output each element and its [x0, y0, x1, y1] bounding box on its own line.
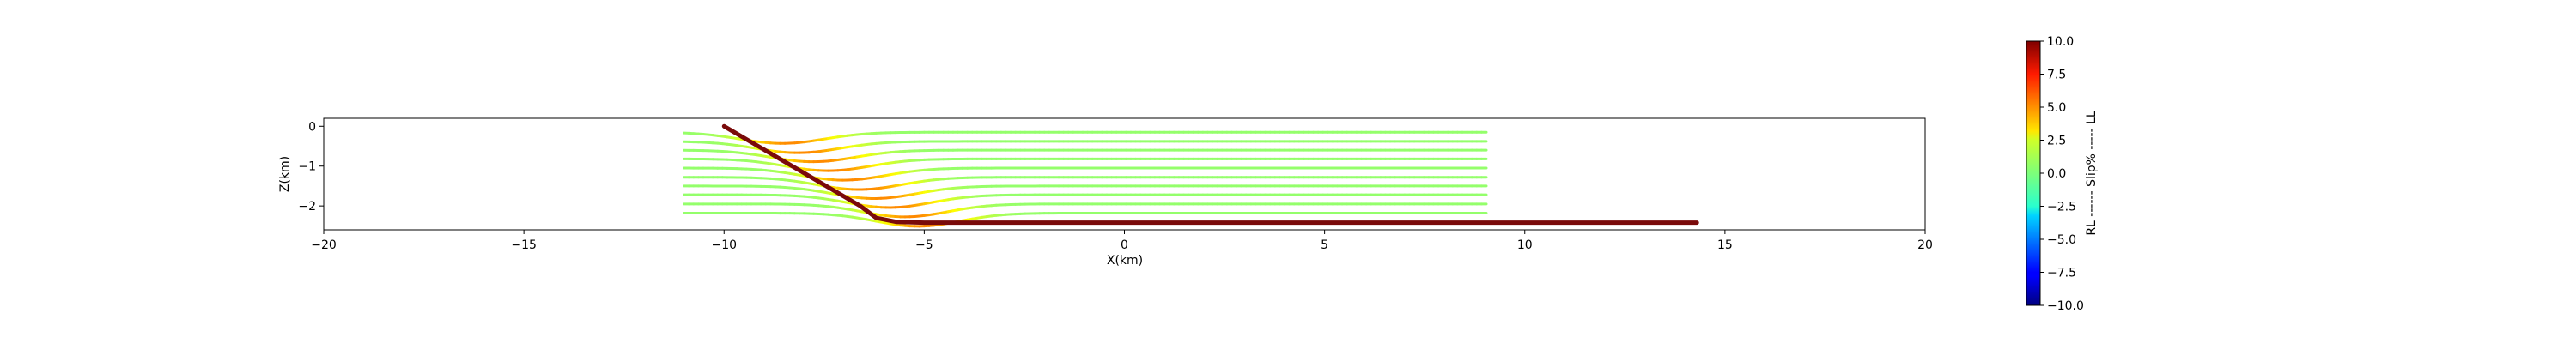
colorbar: 10.0 7.5 5.0 2.5 0.0 −2.5 −5.0 −7.5 −10.0 RL ---…	[2026, 35, 2099, 313]
colorbar-label: RL ------ Slip% ----- LL	[2085, 111, 2099, 236]
x-tick-label: −20	[311, 238, 337, 252]
colorbar-tick-label: 2.5	[2047, 135, 2066, 148]
streamline	[683, 176, 1488, 191]
colorbar-tick-label: 0.0	[2047, 167, 2066, 181]
x-tick-label: 20	[1917, 238, 1933, 252]
colorbar-tick-label: −2.5	[2047, 201, 2076, 214]
streamline	[683, 184, 1488, 200]
colorbar-gradient	[2026, 40, 2041, 306]
streamline	[683, 148, 1488, 164]
x-axis-ticks: −20 −15 −10 −5 0 5 10 15 20	[311, 230, 1933, 252]
slip-streamlines	[683, 130, 1488, 228]
main-plot: −20 −15 −10 −5 0 5 10 15 20 0 −1 −2 X(km) Z(km)	[278, 117, 1933, 268]
colorbar-tick-label: −7.5	[2047, 267, 2076, 280]
streamline	[683, 140, 1488, 154]
y-axis-label: Z(km)	[278, 156, 292, 192]
y-tick-label: 0	[308, 120, 316, 134]
fault-trace-layer	[721, 123, 1699, 226]
x-tick-label: 10	[1517, 238, 1533, 252]
colorbar-tick-label: 5.0	[2047, 101, 2066, 115]
fault-trace	[721, 123, 1699, 226]
y-axis-ticks: 0 −1 −2	[298, 120, 324, 214]
x-tick-label: 15	[1717, 238, 1733, 252]
x-axis-label: X(km)	[1107, 254, 1143, 268]
colorbar-tick-label: −10.0	[2047, 299, 2084, 313]
colorbar-tick-label: 7.5	[2047, 69, 2066, 82]
colorbar-tick-label: 10.0	[2047, 35, 2074, 49]
x-tick-label: −5	[915, 238, 933, 252]
x-tick-label: 5	[1321, 238, 1328, 252]
x-tick-label: 0	[1121, 238, 1128, 252]
streamline	[683, 212, 1488, 228]
y-tick-label: −1	[298, 160, 316, 174]
colorbar-ticks: 10.0 7.5 5.0 2.5 0.0 −2.5 −5.0 −7.5 −10.0	[2040, 35, 2084, 313]
streamline	[683, 157, 1488, 172]
colorbar-tick-label: −5.0	[2047, 233, 2076, 247]
x-tick-label: −10	[711, 238, 737, 252]
streamline	[683, 202, 1488, 219]
x-tick-label: −15	[511, 238, 537, 252]
streamline	[683, 166, 1488, 182]
y-tick-label: −2	[298, 200, 316, 214]
